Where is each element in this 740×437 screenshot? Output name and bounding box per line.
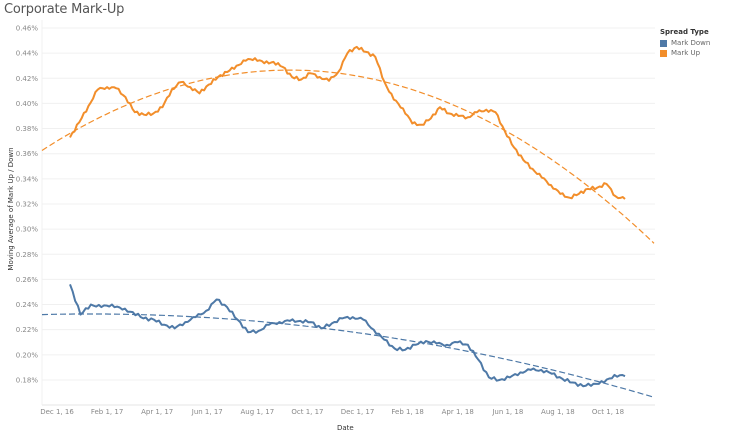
x-axis-label: Date <box>337 424 354 432</box>
y-tick-label: 0.30% <box>16 226 39 234</box>
y-tick-label: 0.24% <box>16 301 39 309</box>
y-tick-label: 0.44% <box>16 50 39 58</box>
x-tick-label: Dec 1, 17 <box>341 408 375 416</box>
legend-item-mark-down[interactable]: Mark Down <box>660 38 710 48</box>
x-tick-label: Apr 1, 17 <box>141 408 173 416</box>
x-tick-label: Aug 1, 17 <box>241 408 275 416</box>
legend-title: Spread Type <box>660 28 709 36</box>
y-tick-label: 0.18% <box>16 376 39 384</box>
y-tick-label: 0.38% <box>16 125 39 133</box>
x-tick-label: Oct 1, 18 <box>592 408 624 416</box>
x-tick-label: Aug 1, 18 <box>541 408 575 416</box>
x-tick-label: Apr 1, 18 <box>442 408 474 416</box>
y-axis-label: Moving Average of Mark Up / Down <box>7 147 15 271</box>
mark-down-line[interactable] <box>69 284 626 388</box>
chart-title: Corporate Mark-Up <box>4 2 125 17</box>
x-tick-label: Jun 1, 17 <box>191 408 223 416</box>
y-tick-label: 0.40% <box>16 100 39 108</box>
y-tick-label: 0.22% <box>16 326 39 334</box>
mark-up-swatch-icon <box>660 49 667 57</box>
legend: Spread Type Mark Down Mark Up <box>660 28 710 58</box>
mark-up-line[interactable] <box>69 45 626 200</box>
x-tick-label: Feb 1, 17 <box>91 408 123 416</box>
legend-label-mark-up: Mark Up <box>671 49 701 57</box>
mark-down-trendline <box>41 313 655 398</box>
mark-down-swatch-icon <box>660 39 667 47</box>
mark-up-trendline <box>41 69 655 244</box>
legend-label-mark-down: Mark Down <box>671 39 711 47</box>
x-tick-label: Jun 1, 18 <box>491 408 523 416</box>
y-tick-label: 0.46% <box>16 25 39 33</box>
y-tick-label: 0.20% <box>16 351 39 359</box>
y-tick-label: 0.28% <box>16 251 39 259</box>
legend-item-mark-up[interactable]: Mark Up <box>660 48 710 58</box>
y-tick-label: 0.42% <box>16 75 39 83</box>
y-tick-label: 0.26% <box>16 276 39 284</box>
y-tick-label: 0.34% <box>16 175 39 183</box>
x-tick-label: Oct 1, 17 <box>291 408 323 416</box>
y-tick-label: 0.32% <box>16 200 39 208</box>
y-tick-label: 0.36% <box>16 150 39 158</box>
x-tick-label: Dec 1, 16 <box>40 408 74 416</box>
x-tick-label: Feb 1, 18 <box>391 408 423 416</box>
